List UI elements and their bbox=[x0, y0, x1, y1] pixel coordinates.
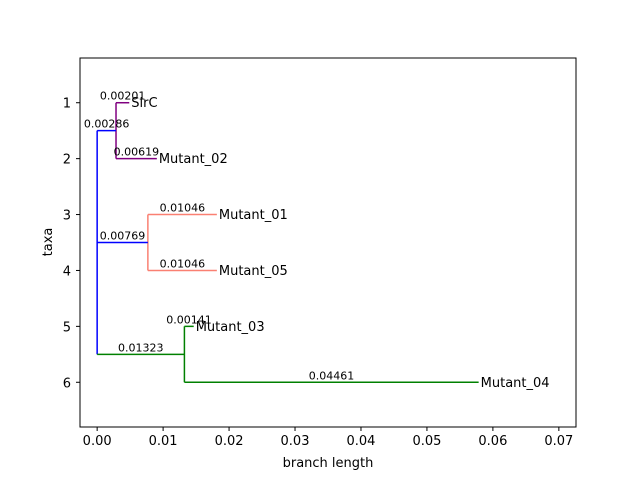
y-tick-label-0: 1 bbox=[63, 97, 71, 112]
branch-length-label-8: 0.04461 bbox=[309, 369, 355, 382]
x-tick-label-7: 0.07 bbox=[544, 434, 573, 449]
y-tick-label-3: 4 bbox=[63, 264, 71, 279]
x-tick-label-0: 0.00 bbox=[83, 434, 112, 449]
x-tick-label-2: 0.02 bbox=[215, 434, 244, 449]
y-tick-label-1: 2 bbox=[63, 153, 71, 168]
y-tick-label-4: 5 bbox=[63, 320, 71, 335]
branch-length-label-6: 0.01046 bbox=[160, 257, 206, 270]
plot-area-frame bbox=[79, 57, 577, 428]
leaf-label-mutant-03: Mutant_03 bbox=[196, 320, 265, 335]
branch-length-label-1: 0.00769 bbox=[100, 230, 146, 243]
leaf-labels: SirC Mutant_02 Mutant_01 Mutant_05 Mutan… bbox=[131, 96, 549, 391]
x-axis-label: branch length bbox=[283, 456, 374, 471]
y-tick-label-5: 6 bbox=[63, 376, 71, 391]
branch-length-labels: 0.00286 0.00769 0.01323 0.00201 0.00619 0.010… bbox=[84, 90, 354, 383]
leaf-label-mutant-04: Mutant_04 bbox=[481, 376, 550, 391]
y-tick-label-2: 3 bbox=[63, 209, 71, 224]
branch-length-label-7: 0.00141 bbox=[166, 313, 212, 326]
y-axis-ticks: 1 2 3 4 5 6 bbox=[63, 97, 80, 391]
y-axis-label: taxa bbox=[41, 228, 56, 257]
leaf-label-mutant-05: Mutant_05 bbox=[219, 264, 288, 279]
branch-length-label-0: 0.00286 bbox=[84, 118, 130, 131]
leaf-label-mutant-02: Mutant_02 bbox=[159, 152, 228, 167]
x-tick-label-3: 0.03 bbox=[281, 434, 310, 449]
leaf-label-mutant-01: Mutant_01 bbox=[219, 208, 288, 223]
x-tick-label-1: 0.01 bbox=[149, 434, 178, 449]
x-axis-ticks: 0.00 0.01 0.02 0.03 0.04 0.05 0.06 0.07 bbox=[83, 427, 573, 449]
branch-length-label-2: 0.01323 bbox=[118, 341, 164, 354]
leaf-label-sirc: SirC bbox=[131, 96, 157, 111]
x-tick-label-5: 0.05 bbox=[412, 434, 441, 449]
x-tick-label-4: 0.04 bbox=[347, 434, 376, 449]
x-tick-label-6: 0.06 bbox=[478, 434, 507, 449]
branch-length-label-4: 0.00619 bbox=[114, 146, 160, 159]
branch-length-label-5: 0.01046 bbox=[160, 202, 206, 215]
branch-length-label-3: 0.00201 bbox=[100, 90, 146, 103]
tree-branches bbox=[96, 101, 479, 384]
